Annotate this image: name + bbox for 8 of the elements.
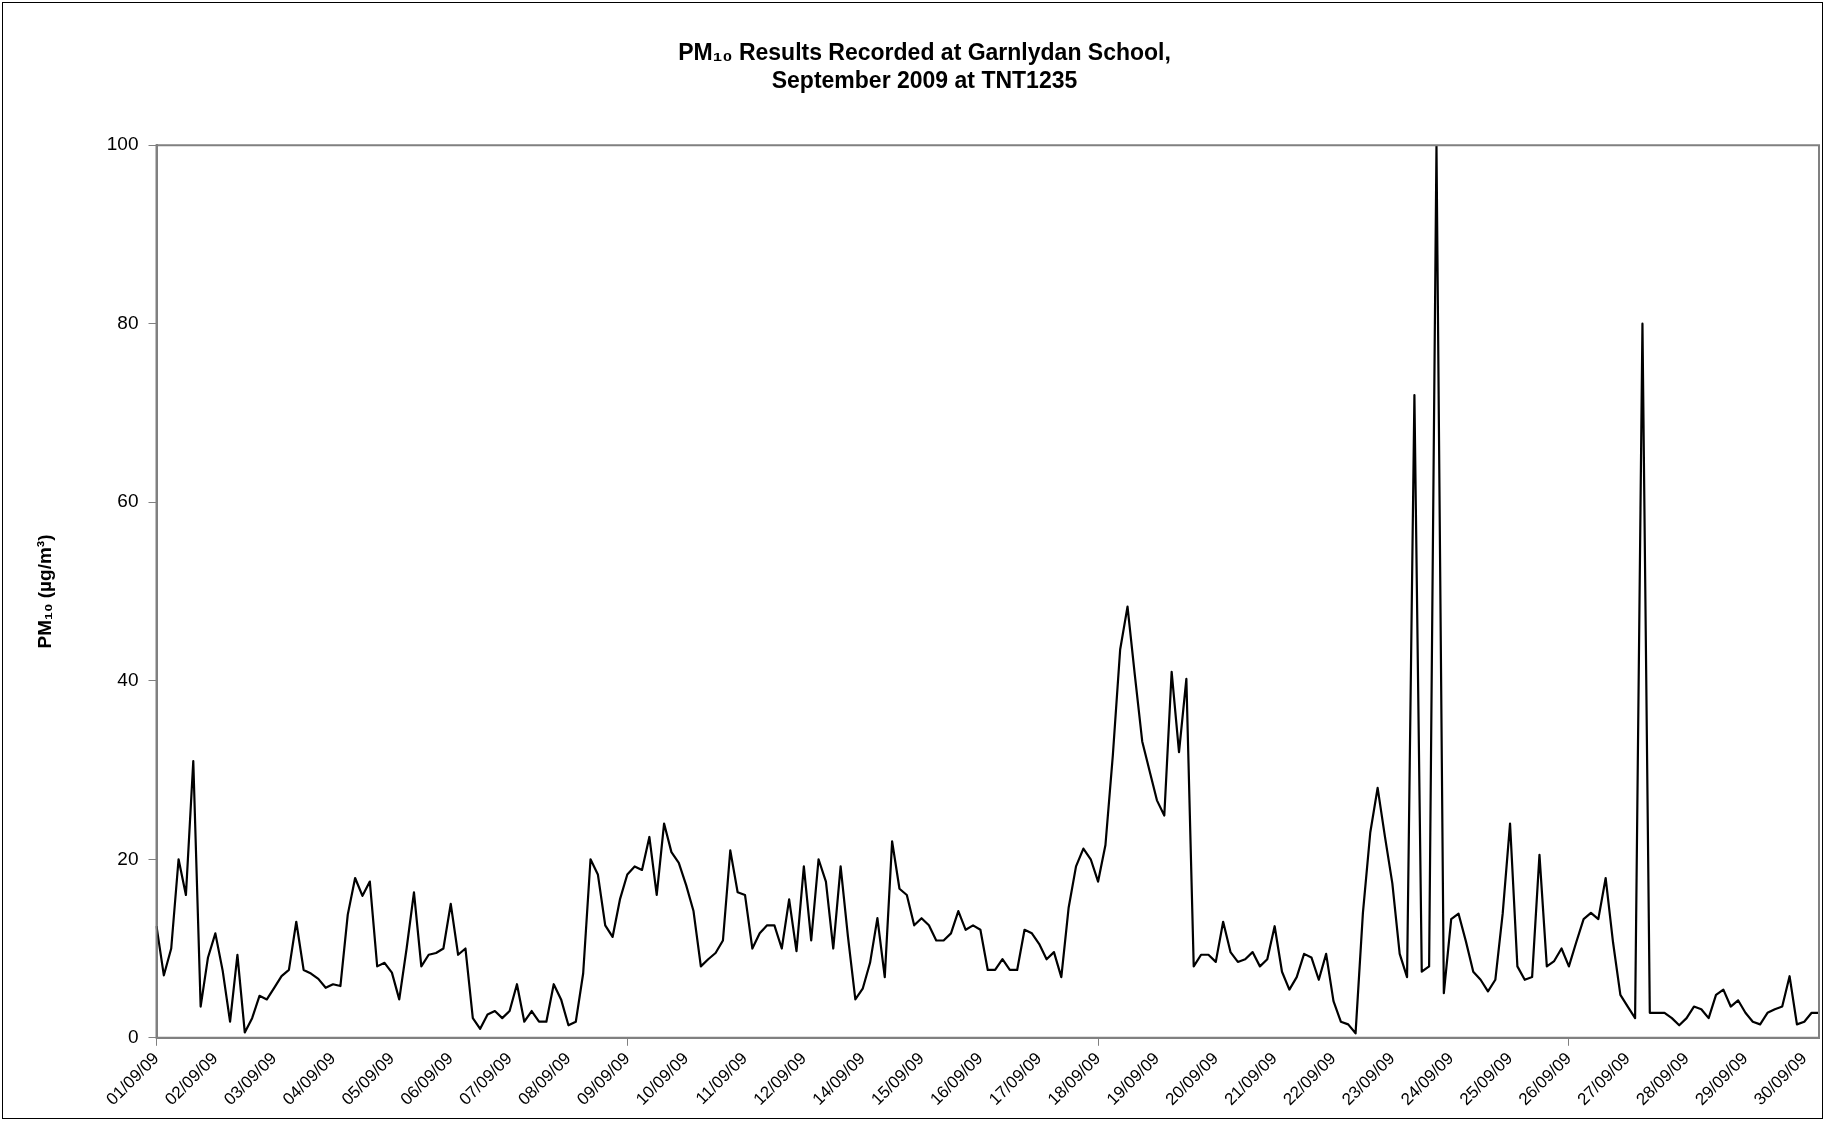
y-tick-label: 60: [117, 490, 139, 512]
y-tick-label: 40: [117, 668, 139, 690]
y-tick-label: 0: [127, 1026, 139, 1048]
y-tick-label: 20: [117, 847, 139, 869]
y-tick-label: 80: [117, 311, 139, 333]
y-axis-title: PM₁₀ (µg/m³): [33, 534, 55, 649]
chart-title: PM₁₀ Results Recorded at Garnlydan School, September 2009 at TNT1235: [678, 39, 1171, 93]
y-tick-label: 100: [106, 133, 139, 155]
